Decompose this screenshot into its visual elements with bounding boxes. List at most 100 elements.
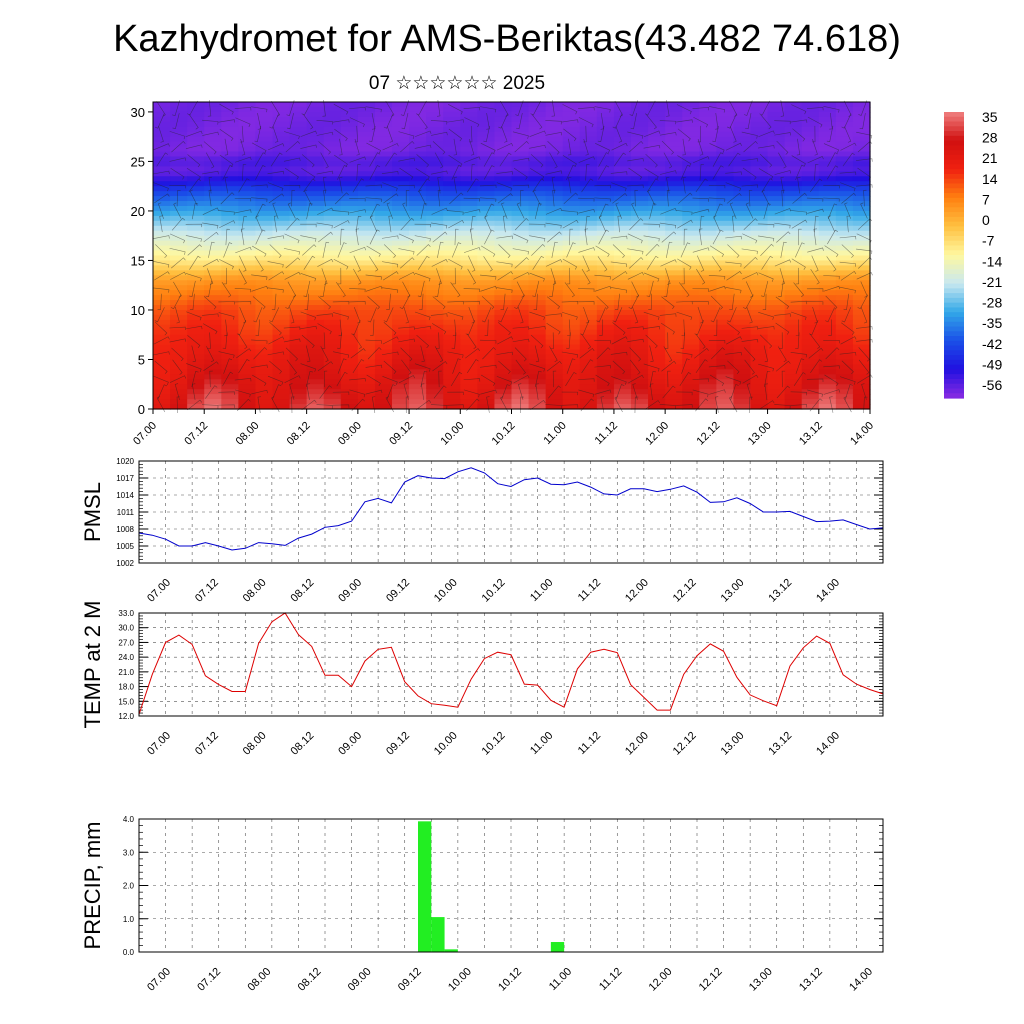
heatmap-cell [153,230,171,237]
heatmap-cell [443,280,461,286]
heatmap-cell [562,324,581,331]
heatmap-cell [562,275,581,281]
wind-barb [628,294,640,310]
heatmap-cell [306,260,325,267]
heatmap-cell [750,225,769,232]
heatmap-cell [426,309,444,316]
heatmap-cell [818,245,837,252]
heatmap-cell [426,404,444,410]
heatmap-cell [392,136,410,143]
wind-barb [699,215,705,233]
heatmap-cell [460,166,478,172]
wind-barb [615,384,625,400]
wind-barb [371,112,376,130]
wind-barb [676,119,693,123]
wind-barb [631,202,639,219]
heatmap-cell [289,334,308,341]
heatmap-cell [767,270,786,276]
wind-barb [337,358,347,374]
wind-barb [480,285,497,292]
wind-barb [762,293,767,310]
heatmap-cell [579,339,598,346]
colorbar-label: -21 [982,274,1002,290]
heatmap-cell [784,384,803,390]
heatmap-cell [409,374,427,380]
heatmap-cell [255,275,274,281]
heatmap-cell [323,141,342,148]
heatmap-cell [374,215,393,222]
wind-barb [202,222,219,229]
wind-barb [529,272,545,282]
heatmap-cell [443,334,461,341]
heatmap-cell [682,260,700,267]
heatmap-cell [255,215,274,222]
heatmap-cell [699,384,717,390]
heatmap-cell [733,339,752,346]
heatmap-cell [716,270,735,276]
heatmap-cell [477,319,496,326]
heatmap-cell [528,389,547,395]
heatmap-cell [545,191,564,197]
heatmap-cell [409,379,427,385]
wind-barb [185,325,203,330]
wind-barb [382,376,398,385]
heatmap-cell [289,136,308,143]
heatmap-cell [340,151,359,158]
heatmap-cell [682,280,700,286]
heatmap-cell [306,404,325,410]
heatmap-cell [682,220,700,227]
heatmap-cell [682,156,700,163]
heatmap-cell [818,369,837,375]
heatmap-cell [801,300,820,306]
heatmap-cell [426,210,444,217]
heatmap-cell [528,369,547,375]
heatmap-cell [289,220,308,227]
heatmap-cell [852,102,871,108]
wind-barb [629,100,639,116]
heatmap-cell [784,300,803,306]
wind-barb [648,293,653,311]
wind-barb [841,322,855,335]
heatmap-cell [494,181,513,187]
heatmap-cell [665,131,683,138]
wind-barb [634,190,638,207]
heatmap-cell [460,344,478,351]
wind-barb [612,307,623,323]
heatmap-cell [528,240,547,247]
heatmap-cell [460,121,478,128]
heatmap-cell [238,349,257,356]
heatmap-cell [153,324,171,331]
heatmap-cell [204,344,222,351]
wind-barb [610,287,627,294]
heatmap-cell [545,285,564,291]
heatmap-cell [323,201,342,207]
wind-barb [839,171,857,175]
heatmap-cell [170,399,188,405]
heatmap-cell [340,334,359,341]
heatmap-cell [562,314,581,321]
heatmap-cell [631,394,649,400]
heatmap-cell [409,215,427,222]
heatmap-cell [187,106,205,113]
heatmap-cell [170,245,188,252]
heatmap-cell [562,319,581,326]
wind-barb [498,113,508,129]
wind-barb [285,347,298,362]
heatmap-cell [187,305,205,311]
heatmap-cell [699,329,717,336]
heatmap-cell [665,151,683,158]
heatmap-cell [238,354,257,361]
heatmap-cell [374,354,393,361]
heatmap-cell [477,300,496,306]
wind-barb [302,244,317,256]
heatmap-cell [460,176,478,182]
wind-barb [501,126,508,143]
heatmap-cell [272,171,291,177]
wind-barb [823,106,840,113]
heatmap-cell [477,290,496,296]
heatmap-cell [238,300,257,306]
heatmap-cell [562,196,581,202]
wind-barb [627,184,644,188]
heatmap-cell [699,181,717,187]
heatmap-cell [665,235,683,242]
